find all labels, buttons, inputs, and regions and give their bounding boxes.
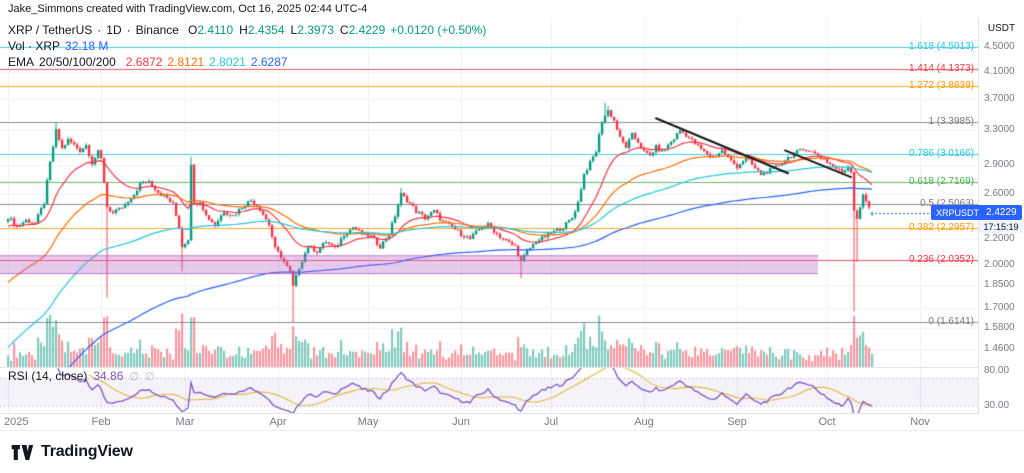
month-label: Mar [175,416,195,428]
fib-level-label: 0 (1.6141) [928,316,974,328]
exchange-label: Binance [135,22,179,37]
separator-dot: · [97,22,102,37]
attribution-text: Jake_Simmons created with TradingView.co… [8,3,368,15]
fib-level-label: 1 (3.3985) [928,116,974,128]
price-tick: 4.5000 [984,40,1015,52]
volume-value: 32.18 M [65,38,109,53]
indicator-toggle-icon[interactable]: ∅ [144,370,155,383]
tradingview-brand-text: TradingView [41,443,133,460]
rsi-legend-row[interactable]: RSI (14, close) 34.86 ∅ ∅ [8,369,155,383]
fib-level-label: 0.236 (2.0352) [908,253,974,265]
fib-level-label: 1.272 (3.8839) [908,80,974,92]
price-tick: 2.0000 [984,258,1015,270]
separator-dot: · [126,22,131,37]
month-label: Apr [269,416,287,428]
volume-label: Vol · XRP [8,38,61,53]
price-badge-symbol: XRPUSDT [936,207,980,218]
ema-values: 2.6872 2.8121 2.8021 2.6287 [121,55,288,70]
chart-area: XRP / TetherUS · 1D · Binance O2.4110 H2.… [0,18,1024,430]
price-tick: 1.8500 [984,279,1015,291]
month-label: Jun [452,416,470,428]
symbol-legend-row[interactable]: XRP / TetherUS · 1D · Binance O2.4110 H2.… [8,22,486,38]
fib-level-label: 1.618 (4.5013) [908,40,974,52]
price-tick: 3.7000 [984,93,1015,105]
fib-level-label: 0.5 (2.5063) [920,197,974,209]
current-price-badge: XRPUSDT 2.4229 [931,205,1022,221]
month-label: May [357,416,379,428]
month-label: Feb [91,416,111,428]
month-label: Oct [818,416,836,428]
price-badge-price: 2.4229 [986,207,1017,219]
price-tick: 1.7000 [984,302,1015,314]
price-tick: 2.6000 [984,188,1015,200]
ema-value: 2.6287 [250,54,288,69]
ohlc-token: L2.3973 [290,22,334,37]
fib-level-label: 1.414 (4.1373) [908,63,974,75]
rsi-label: RSI (14, close) [8,369,88,383]
pane-separator [0,413,1024,414]
fib-level-label: 0.618 (2.7169) [908,176,974,188]
ema-value: 2.8121 [167,54,205,69]
price-tick: 3.3000 [984,124,1015,136]
price-tick: 1.5800 [984,321,1015,333]
symbol-name: XRP / TetherUS [8,22,93,37]
ohlc-token: C2.4229 [339,22,386,37]
rsi-tick: 80.00 [984,365,1010,376]
rsi-tick: 30.00 [984,400,1010,411]
time-axis[interactable]: 2025 Feb Mar Apr May Jun Jul Aug Sep Oct Nov [0,414,1024,430]
ema-value: 2.6872 [125,54,163,69]
tradingview-logo-icon [10,443,34,462]
ema-label: EMA [8,54,35,69]
price-tick: 4.1000 [984,65,1015,77]
price-tick: 1.4600 [984,342,1015,354]
month-label: Nov [910,416,930,428]
fib-level-label: 0.786 (3.0166) [908,148,974,160]
volume-legend-row[interactable]: Vol · XRP 32.18 M [8,38,486,54]
ohlc-values: O2.4110 H2.4354 L2.3973 C2.4229 [188,23,385,38]
ohlc-token: H2.4354 [239,22,285,37]
month-label: Jul [543,416,559,428]
footer-bar: TradingView [0,430,1024,473]
bar-countdown-badge: 17:15:19 [979,221,1023,234]
price-tick: 2.2000 [984,232,1015,244]
price-scale-currency[interactable]: USDT [987,23,1016,34]
month-label: 2025 [4,416,29,428]
change-value: +0.0120 (+0.50%) [390,22,487,37]
ohlc-token: O2.4110 [187,22,234,37]
ema-value: 2.8021 [209,54,246,69]
ema-params: 20/50/100/200 [39,54,116,69]
fib-level-label: 0.382 (2.2957) [908,221,974,233]
ema-legend-row[interactable]: EMA 20/50/100/200 2.6872 2.8121 2.8021 2.62… [8,54,486,70]
month-label: Aug [634,416,654,428]
price-tick: 2.9000 [984,158,1015,170]
price-chart-canvas[interactable] [0,18,978,430]
indicator-toggle-icon[interactable]: ∅ [129,370,139,383]
month-label: Sep [727,416,747,428]
interval-label: 1D [106,22,122,37]
tradingview-link[interactable]: TradingView [10,443,133,462]
pane-separator[interactable] [0,367,1024,368]
rsi-value: 34.86 [93,369,124,383]
chart-legend: XRP / TetherUS · 1D · Binance O2.4110 H2.… [8,22,486,70]
